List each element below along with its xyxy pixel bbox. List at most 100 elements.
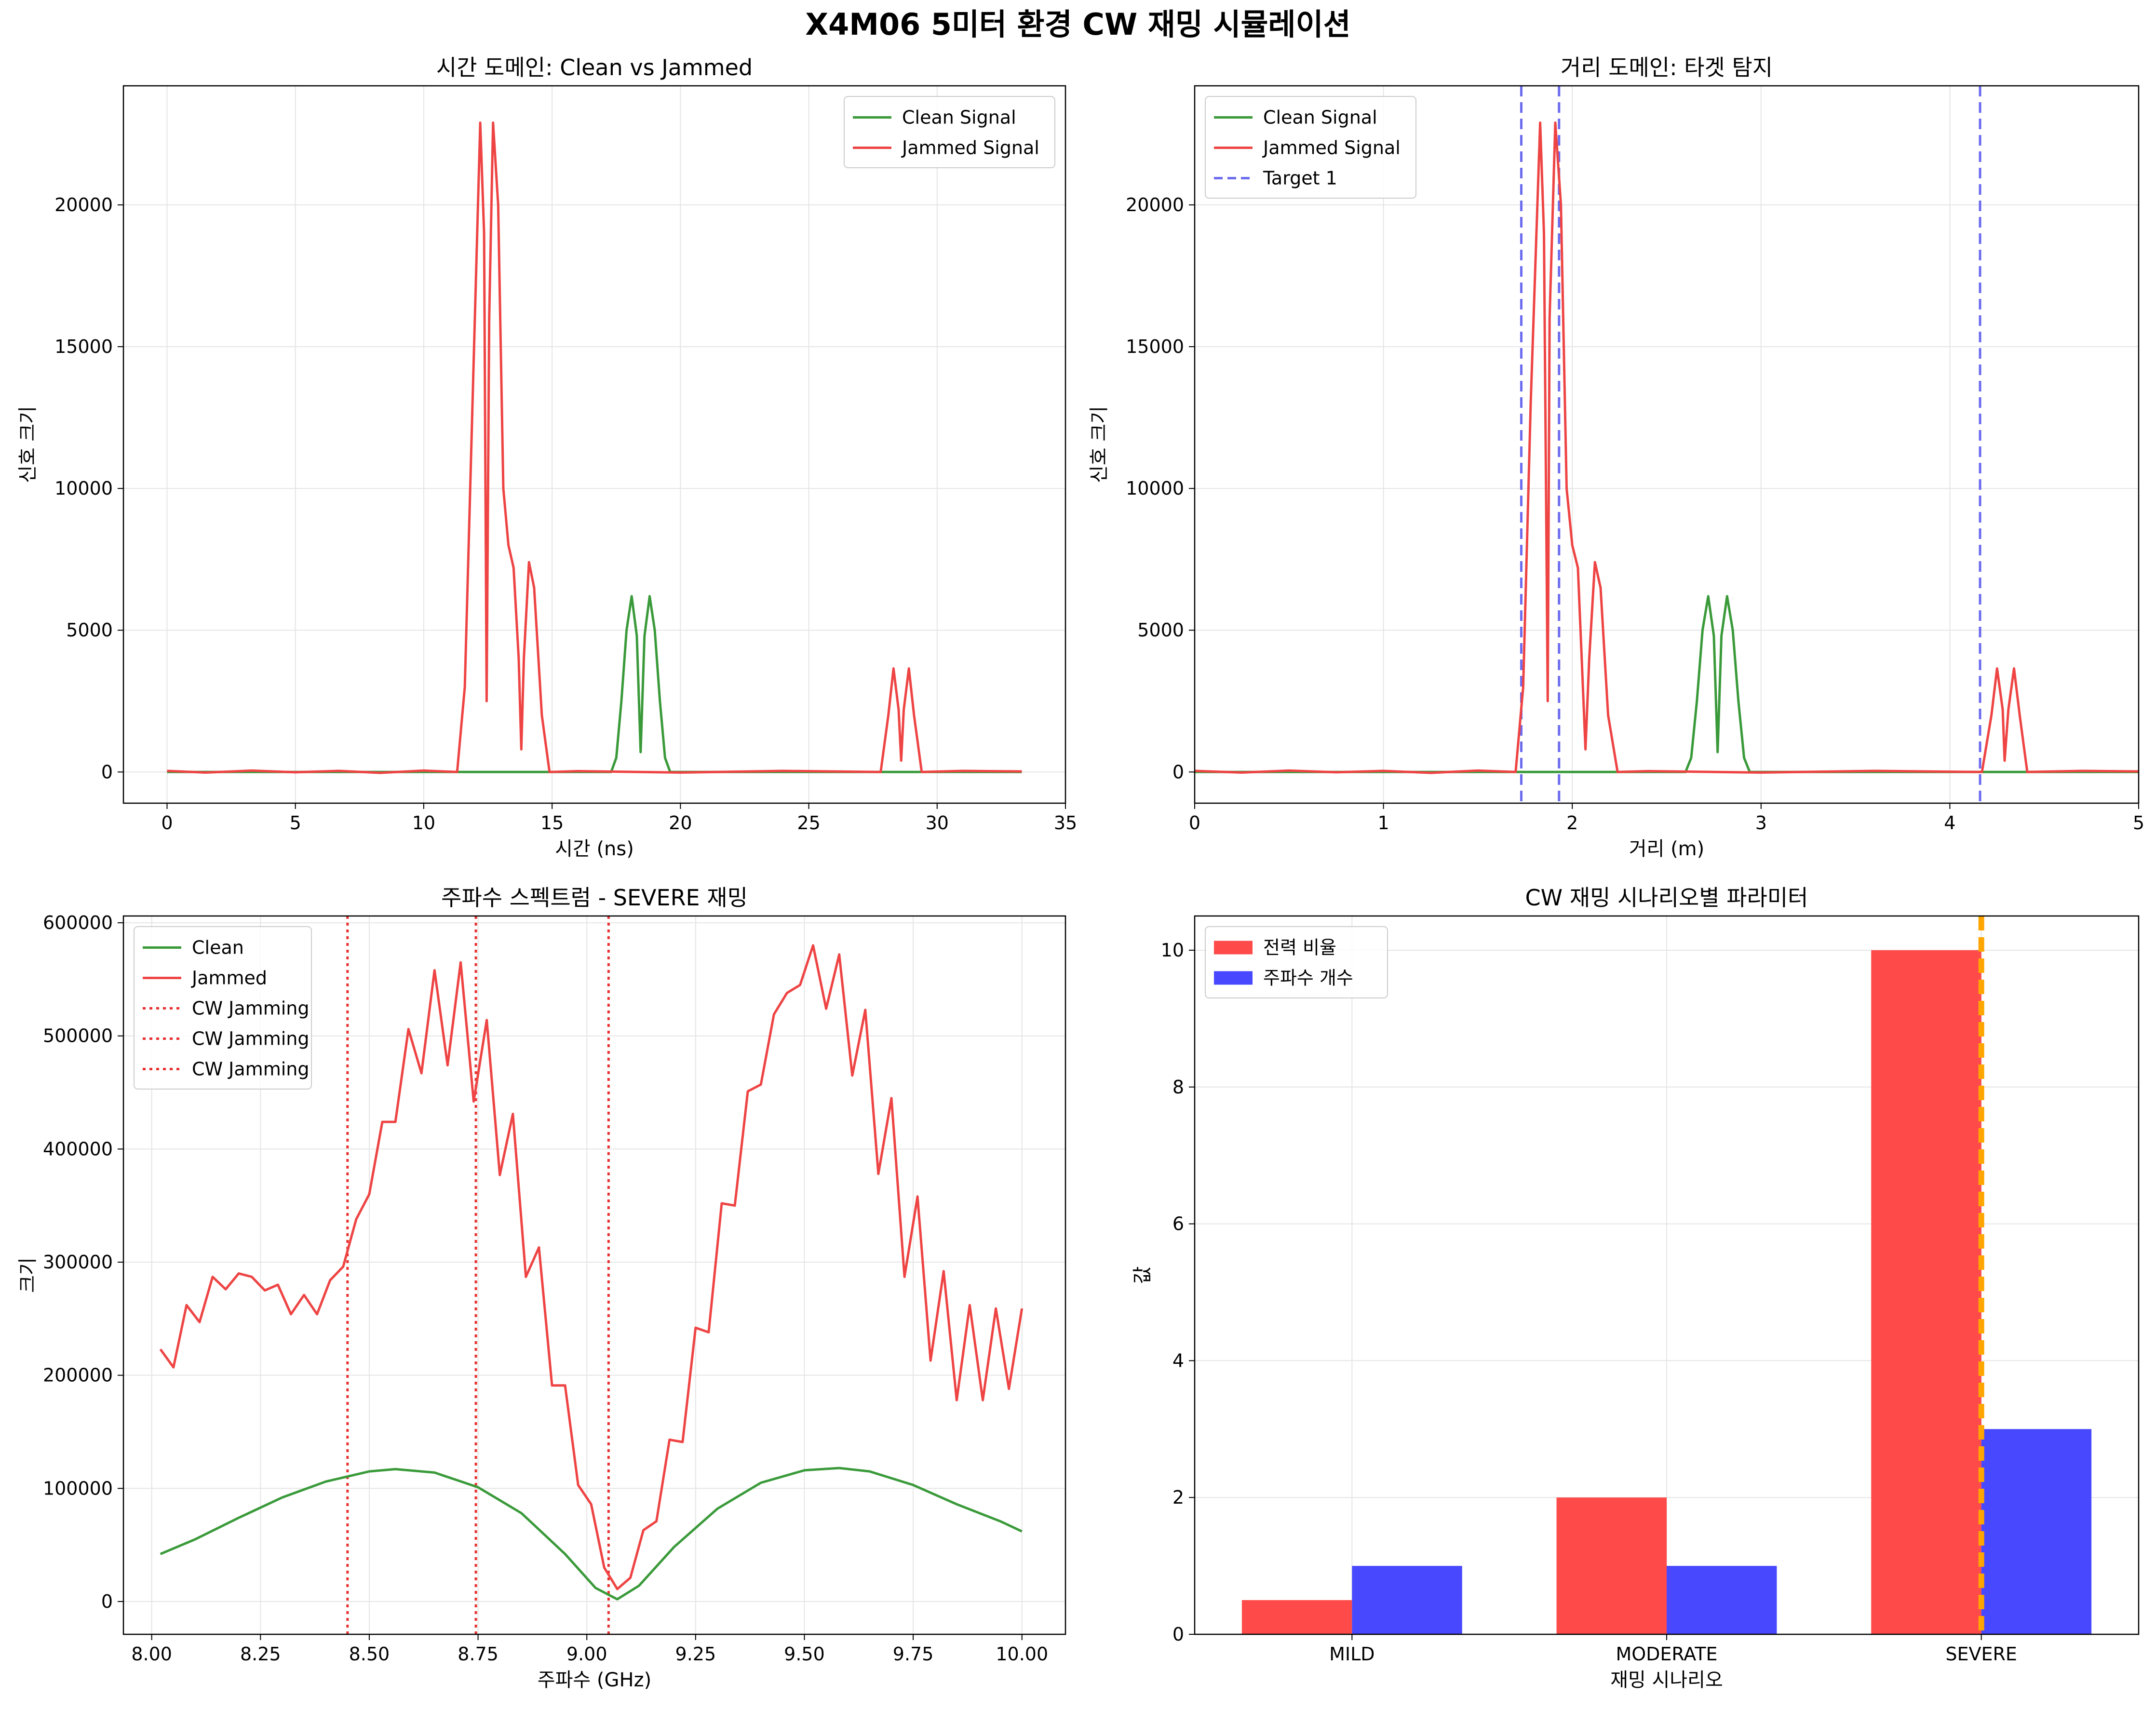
legend-label: Jammed [191, 968, 267, 989]
legend-label: 전력 비율 [1263, 937, 1336, 958]
y-tick-label: 0 [101, 1591, 113, 1612]
x-tick-label: 10.00 [996, 1643, 1048, 1665]
y-tick-label: 500000 [43, 1025, 113, 1047]
x-tick-label: 9.25 [675, 1643, 716, 1665]
legend-label: Jammed Signal [901, 137, 1039, 159]
chart-frequency-spectrum: 8.00 8.25 8.50 8.75 9.00 9.25 9.50 9.75 10.00 0 10… [17, 885, 1066, 1691]
chart-title: 시간 도메인: Clean vs Jammed [436, 54, 753, 81]
bar-frequency-count-moderate [1667, 1566, 1777, 1634]
y-tick-label: 2 [1172, 1487, 1184, 1508]
series-line-jammed [1194, 121, 2139, 774]
bar-power-ratio-moderate [1556, 1497, 1667, 1634]
series-line-clean [167, 595, 1022, 773]
legend-frame [134, 926, 312, 1090]
y-tick-label: 15000 [1126, 336, 1184, 357]
legend-frame [1205, 96, 1416, 199]
chart-time-domain: 0 5 10 15 20 25 30 35 0 5000 10000 15000 20000 시간 도메인… [17, 54, 1077, 860]
chart-title: CW 재밍 시나리오별 파라미터 [1525, 885, 1808, 911]
y-tick-label: 5000 [1137, 619, 1184, 641]
legend-label: CW Jamming [192, 1028, 309, 1050]
chart-title: 주파수 스펙트럼 - SEVERE 재밍 [441, 885, 748, 911]
y-tick-label: 20000 [54, 194, 113, 215]
y-tick-label: 0 [1172, 1624, 1184, 1645]
x-tick-label: 9.75 [893, 1643, 934, 1665]
x-tick-label: 15 [540, 812, 564, 834]
x-tick-label: 1 [1378, 812, 1389, 834]
bar-frequency-count-severe [1981, 1429, 2092, 1634]
x-tick-label: MILD [1329, 1643, 1374, 1665]
x-axis-label: 거리 (m) [1629, 838, 1705, 860]
x-tick-label: 2 [1566, 812, 1578, 834]
y-axis-label: 크기 [17, 1257, 39, 1293]
y-tick-label: 0 [1172, 761, 1184, 782]
y-tick-label: 300000 [43, 1252, 113, 1273]
legend: Clean Jammed CW Jamming CW Jamming CW Jammin… [134, 926, 312, 1090]
chart-title: 거리 도메인: 타겟 탐지 [1561, 54, 1773, 81]
x-tick-label: 10 [412, 812, 435, 834]
y-tick-label: 10000 [54, 478, 113, 499]
x-tick-label: 8.25 [240, 1643, 281, 1665]
y-tick-label: 4 [1172, 1350, 1184, 1371]
y-tick-label: 8 [1172, 1077, 1184, 1098]
plot-area [123, 86, 1065, 803]
y-tick-label: 0 [101, 761, 113, 782]
legend-label: CW Jamming [192, 1059, 309, 1080]
series-line-clean [160, 1467, 1023, 1601]
x-tick-label: 0 [161, 812, 173, 834]
x-tick-label: 3 [1755, 812, 1767, 834]
bar-power-ratio-severe [1871, 950, 1981, 1634]
x-axis-label: 주파수 (GHz) [538, 1669, 651, 1691]
x-tick-label: MODERATE [1616, 1643, 1717, 1665]
axes-frame [122, 915, 1066, 1635]
bar-frequency-count-mild [1352, 1566, 1462, 1634]
y-tick-label: 400000 [43, 1138, 113, 1159]
y-tick-label: 10 [1161, 940, 1184, 961]
series-line-jammed [167, 121, 1022, 774]
axes-frame [1194, 85, 2140, 804]
legend-label: Clean Signal [902, 107, 1016, 128]
x-tick-label: 5 [2133, 812, 2144, 834]
chart-range-domain: 0 1 2 3 4 5 0 5000 10000 15000 20000 거리 도메인: 타겟 탐지거… [1088, 54, 2144, 860]
x-tick-label: 9.50 [784, 1643, 825, 1665]
x-tick-label: 20 [669, 812, 692, 834]
legend-swatch [1214, 971, 1253, 985]
legend-label: CW Jamming [192, 998, 309, 1019]
y-axis-label: 신호 크기 [1088, 406, 1110, 483]
legend-label: Clean Signal [1263, 107, 1377, 128]
chart-scenario-parameters: MILD MODERATE SEVERE 0 2 4 6 8 10 CW 재밍 시나리오별 파라미… [1132, 885, 2140, 1691]
x-tick-label: 8.75 [458, 1643, 499, 1665]
y-tick-label: 5000 [66, 619, 113, 641]
y-axis-label: 값 [1132, 1266, 1154, 1284]
bar-power-ratio-mild [1241, 1600, 1352, 1634]
x-tick-label: 25 [797, 812, 820, 834]
legend-label: Clean [192, 937, 244, 958]
x-tick-label: 8.00 [131, 1643, 172, 1665]
legend-label: 주파수 개수 [1263, 968, 1353, 989]
y-tick-label: 100000 [43, 1478, 113, 1499]
suptitle: X4M06 5미터 환경 CW 재밍 시뮬레이션 [805, 7, 1350, 42]
legend-label: Jammed Signal [1262, 137, 1401, 159]
x-tick-label: 30 [926, 812, 949, 834]
x-tick-label: 8.50 [349, 1643, 390, 1665]
x-tick-label: 35 [1054, 812, 1077, 834]
y-tick-label: 600000 [43, 912, 113, 933]
y-tick-label: 15000 [54, 336, 113, 357]
legend-frame [844, 96, 1055, 168]
y-tick-label: 20000 [1126, 194, 1184, 215]
y-axis-label: 신호 크기 [17, 406, 39, 483]
series-line-clean [1195, 595, 2139, 773]
x-tick-label: SEVERE [1945, 1643, 2017, 1665]
axes-frame [122, 85, 1066, 804]
axes-frame [1194, 915, 2140, 1635]
x-tick-label: 5 [290, 812, 301, 834]
x-axis-label: 재밍 시나리오 [1610, 1669, 1723, 1691]
legend: Clean Signal Jammed Signal Target 1 [1205, 96, 1416, 199]
x-axis-label: 시간 (ns) [555, 838, 634, 860]
y-tick-label: 6 [1172, 1213, 1184, 1235]
legend: Clean Signal Jammed Signal [844, 96, 1055, 168]
series-line-jammed [159, 944, 1024, 1590]
legend-label: Target 1 [1263, 168, 1337, 189]
y-tick-label: 200000 [43, 1365, 113, 1386]
x-tick-label: 0 [1189, 812, 1200, 834]
